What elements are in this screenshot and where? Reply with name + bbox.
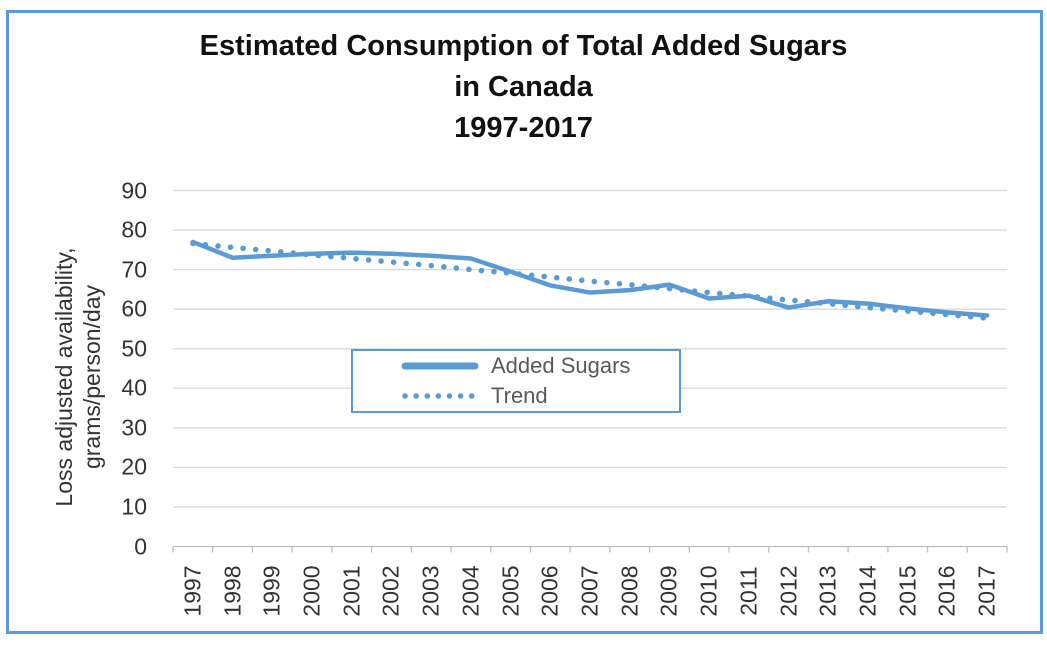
x-tick-label-2016: 2016 [933,565,960,617]
x-tick-label-1999: 1999 [258,565,285,617]
x-tick-label-2008: 2008 [616,565,643,617]
x-tick-label-2004: 2004 [457,565,484,617]
chart-title: Estimated Consumption of Total Added Sug… [0,26,1047,149]
legend-label-trend: Trend [491,383,548,408]
y-tick-label-80: 80 [121,216,147,243]
chart-frame-border [6,10,1043,634]
y-tick-label-20: 20 [121,453,147,480]
x-tick-label-2015: 2015 [894,565,921,617]
x-tick-label-2003: 2003 [417,565,444,617]
chart-title-line-2: in Canada [454,71,593,103]
x-tick-label-1998: 1998 [219,565,246,617]
chart-title-line-1: Estimated Consumption of Total Added Sug… [199,30,848,62]
x-tick-label-2002: 2002 [377,565,404,617]
solid-line-swatch-icon [401,362,479,370]
x-tick-label-2017: 2017 [973,565,1000,617]
x-tick-label-2000: 2000 [298,565,325,617]
x-tick-label-2009: 2009 [655,565,682,617]
chart-title-line-3: 1997-2017 [454,112,593,144]
x-tick-label-2012: 2012 [775,565,802,617]
x-tick-label-2013: 2013 [814,565,841,617]
y-tick-label-0: 0 [134,533,147,559]
legend-item-trend: Trend [353,381,679,411]
x-tick-label-2006: 2006 [536,565,563,617]
x-tick-label-2011: 2011 [735,566,762,616]
y-tick-label-70: 70 [121,256,147,283]
y-tick-label-50: 50 [121,335,147,362]
y-tick-label-90: 90 [121,177,147,203]
x-tick-label-1997: 1997 [179,565,206,617]
legend: Added Sugars Trend [351,349,681,413]
y-tick-label-10: 10 [121,493,147,520]
dotted-line-swatch-icon [402,393,479,399]
y-tick-label-30: 30 [121,414,147,441]
x-tick-label-2005: 2005 [497,565,524,617]
x-tick-label-2001: 2001 [338,565,365,617]
x-tick-label-2007: 2007 [576,565,603,617]
y-tick-label-40: 40 [121,374,147,401]
x-tick-label-2010: 2010 [695,565,722,617]
y-tick-label-60: 60 [121,295,147,322]
legend-item-added-sugars: Added Sugars [353,351,679,381]
series-line-added-sugars [190,239,990,318]
x-tick-label-2014: 2014 [854,565,881,617]
legend-label-added-sugars: Added Sugars [491,353,631,378]
